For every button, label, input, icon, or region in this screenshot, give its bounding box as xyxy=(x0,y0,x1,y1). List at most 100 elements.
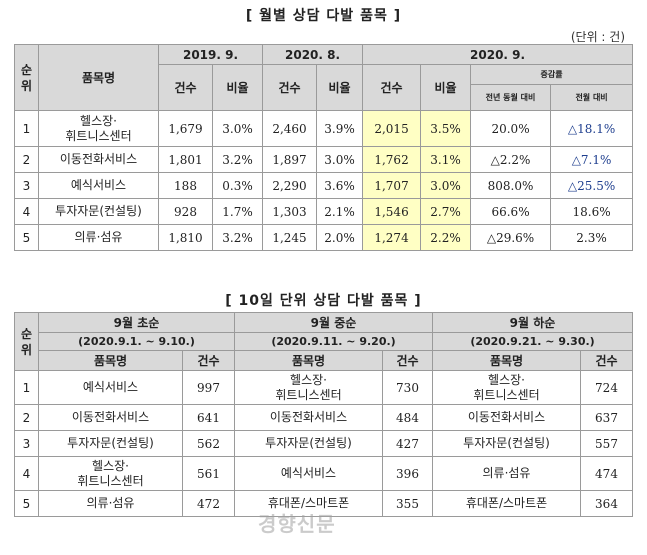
table-row: 3 예식서비스 188 0.3% 2,290 3.6% 1,707 3.0% 808.0% △25… xyxy=(14,172,634,199)
item-name-cell: 의류·섬유 xyxy=(38,224,159,251)
item-name-cell: 예식서비스 xyxy=(234,456,383,491)
yoy-change-cell: 808.0% xyxy=(470,172,552,199)
rank-cell: 2 xyxy=(14,146,39,173)
count-cell: 1,707 xyxy=(362,172,422,199)
count-cell: 1,801 xyxy=(158,146,213,173)
ratio-cell: 0.3% xyxy=(211,172,264,199)
count-cell: 561 xyxy=(182,456,235,491)
ratio-header: 비율 xyxy=(211,64,264,111)
item-name-cell: 휴대폰/스마트폰 xyxy=(234,490,383,517)
count-cell: 484 xyxy=(382,404,433,431)
ratio-cell: 1.7% xyxy=(211,198,264,225)
mom-change-cell: 18.6% xyxy=(550,198,634,225)
table-row: 4 헬스장· 휘트니스센터 561 예식서비스 396 의류·섬유 474 xyxy=(14,456,633,491)
rank-header: 순 위 xyxy=(14,312,39,371)
count-cell: 355 xyxy=(382,490,433,517)
count-cell: 641 xyxy=(182,404,235,431)
count-cell: 562 xyxy=(182,430,235,457)
count-cell: 2,290 xyxy=(262,172,318,199)
period-range-late: (2020.9.21. ~ 9.30.) xyxy=(432,332,633,351)
change-rate-header: 증감률 xyxy=(470,64,634,85)
rank-cell: 2 xyxy=(14,404,39,431)
item-name-cell: 헬스장· 휘트니스센터 xyxy=(234,370,383,405)
period-header-2020-09: 2020. 9. xyxy=(362,44,634,65)
table-row: 3 투자자문(컨설팅) 562 투자자문(컨설팅) 427 투자자문(컨설팅) 557 xyxy=(14,430,633,457)
table-row: 5 의류·섬유 472 휴대폰/스마트폰 355 휴대폰/스마트폰 364 xyxy=(14,490,633,517)
ratio-cell: 2.7% xyxy=(420,198,472,225)
ratio-cell: 3.0% xyxy=(420,172,472,199)
count-cell: 474 xyxy=(580,456,633,491)
count-header: 건수 xyxy=(158,64,213,111)
item-name-cell: 이동전화서비스 xyxy=(234,404,383,431)
unit-label: (단위 : 건) xyxy=(570,30,625,44)
rank-cell: 1 xyxy=(14,370,39,405)
mom-change-cell: △18.1% xyxy=(550,110,634,147)
item-name-cell: 의류·섬유 xyxy=(432,456,581,491)
period-header-2019-09: 2019. 9. xyxy=(157,44,264,65)
count-cell: 637 xyxy=(580,404,633,431)
watermark: 경향신문 xyxy=(258,512,336,536)
table-row: 4 투자자문(컨설팅) 928 1.7% 1,303 2.1% 1,546 2.7% 66.6%… xyxy=(14,198,634,225)
ratio-cell: 2.0% xyxy=(316,224,364,251)
mom-change-cell: 2.3% xyxy=(550,224,634,251)
mom-change-cell: △7.1% xyxy=(550,146,634,173)
count-cell: 1,762 xyxy=(362,146,422,173)
period-range-mid: (2020.9.11. ~ 9.20.) xyxy=(234,332,433,351)
count-cell: 427 xyxy=(382,430,433,457)
item-name-cell: 헬스장· 휘트니스센터 xyxy=(432,370,581,405)
rank-cell: 3 xyxy=(14,172,39,199)
monthly-table: 순 위 품목명 2019. 9. 2020. 8. 2020. 9. 건수 비율… xyxy=(14,44,634,251)
ratio-cell: 3.6% xyxy=(316,172,364,199)
yoy-change-cell: △29.6% xyxy=(470,224,552,251)
item-header: 품목명 xyxy=(234,350,383,371)
item-name-cell: 예식서비스 xyxy=(38,370,183,405)
count-cell: 364 xyxy=(580,490,633,517)
item-name-cell: 이동전화서비스 xyxy=(432,404,581,431)
ten-day-table-title: [ 10일 단위 상담 다발 품목 ] xyxy=(225,293,422,309)
period-name-mid: 9월 중순 xyxy=(234,312,433,333)
ratio-cell: 2.1% xyxy=(316,198,364,225)
count-cell: 1,679 xyxy=(158,110,213,147)
ratio-cell: 2.2% xyxy=(420,224,472,251)
ratio-cell: 3.0% xyxy=(316,146,364,173)
ratio-header: 비율 xyxy=(316,64,364,111)
rank-cell: 1 xyxy=(14,110,39,147)
count-cell: 1,546 xyxy=(362,198,422,225)
ten-day-table: 순 위 9월 초순 9월 중순 9월 하순 (2020.9.1. ~ 9.10.… xyxy=(14,312,633,517)
table-row: 2 이동전화서비스 641 이동전화서비스 484 이동전화서비스 637 xyxy=(14,404,633,431)
count-cell: 472 xyxy=(182,490,235,517)
count-cell: 997 xyxy=(182,370,235,405)
count-header: 건수 xyxy=(182,350,235,371)
count-header: 건수 xyxy=(382,350,433,371)
ratio-header: 비율 xyxy=(420,64,472,111)
count-cell: 1,303 xyxy=(262,198,318,225)
ratio-cell: 3.2% xyxy=(211,224,264,251)
count-cell: 2,015 xyxy=(362,110,422,147)
table-row: 5 의류·섬유 1,810 3.2% 1,245 2.0% 1,274 2.2% △29.6% 2… xyxy=(14,224,634,251)
item-name-cell: 투자자문(컨설팅) xyxy=(38,430,183,457)
count-cell: 1,810 xyxy=(158,224,213,251)
mom-header: 전월 대비 xyxy=(550,84,634,111)
ratio-cell: 3.9% xyxy=(316,110,364,147)
table-row: 2 이동전화서비스 1,801 3.2% 1,897 3.0% 1,762 3.1% △2.2%… xyxy=(14,146,634,173)
count-cell: 724 xyxy=(580,370,633,405)
rank-cell: 5 xyxy=(14,224,39,251)
item-name-cell: 의류·섬유 xyxy=(38,490,183,517)
table-row: 1 예식서비스 997 헬스장· 휘트니스센터 730 헬스장· 휘트니스센터 724 xyxy=(14,370,633,405)
ratio-cell: 3.5% xyxy=(420,110,472,147)
item-name-cell: 투자자문(컨설팅) xyxy=(38,198,159,225)
item-name-cell: 이동전화서비스 xyxy=(38,146,159,173)
count-header: 건수 xyxy=(362,64,422,111)
rank-cell: 4 xyxy=(14,456,39,491)
count-cell: 1,897 xyxy=(262,146,318,173)
count-cell: 396 xyxy=(382,456,433,491)
item-header: 품목명 xyxy=(38,350,183,371)
period-name-early: 9월 초순 xyxy=(38,312,235,333)
item-name-cell: 투자자문(컨설팅) xyxy=(432,430,581,457)
monthly-table-title: [ 월별 상담 다발 품목 ] xyxy=(245,8,402,24)
item-name-cell: 예식서비스 xyxy=(38,172,159,199)
count-header: 건수 xyxy=(262,64,318,111)
period-range-early: (2020.9.1. ~ 9.10.) xyxy=(38,332,235,351)
rank-cell: 4 xyxy=(14,198,39,225)
item-name-cell: 헬스장· 휘트니스센터 xyxy=(38,456,183,491)
